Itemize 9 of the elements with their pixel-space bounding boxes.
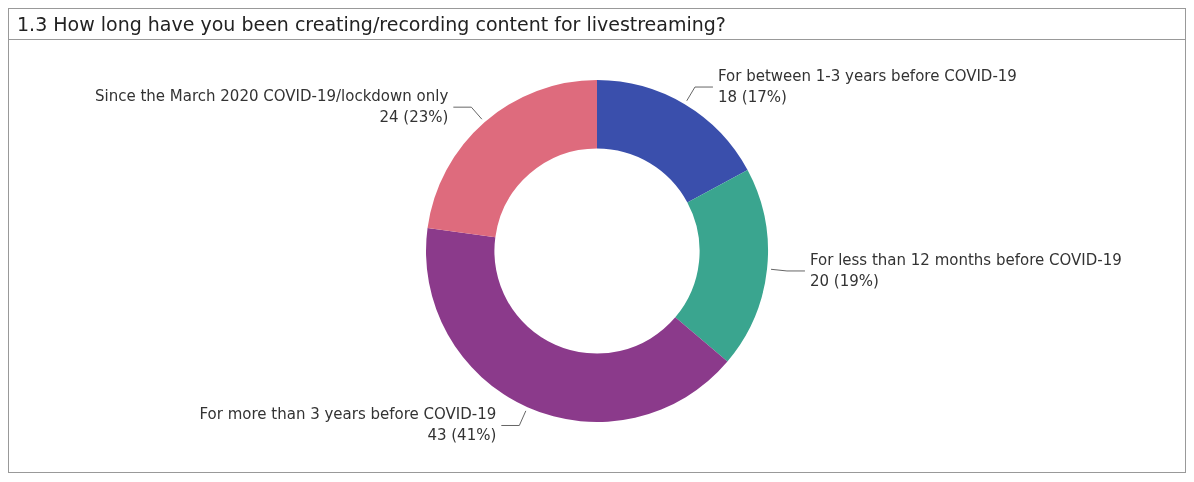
slice-label: For more than 3 years before COVID-19 — [199, 405, 497, 424]
chart-title: 1.3 How long have you been creating/recording content for livestreaming? — [9, 9, 1185, 40]
slice-label: For between 1-3 years before COVID-19 — [717, 66, 1017, 85]
data-label: 24 (23%) — [379, 108, 449, 127]
data-label: 20 (19%) — [809, 271, 879, 290]
data-label: 43 (41%) — [427, 426, 497, 445]
slice-label: For less than 12 months before COVID-19 — [809, 250, 1122, 269]
slice-label: Since the March 2020 COVID-19/lockdown only — [95, 87, 449, 106]
data-label: 18 (17%) — [717, 87, 787, 106]
